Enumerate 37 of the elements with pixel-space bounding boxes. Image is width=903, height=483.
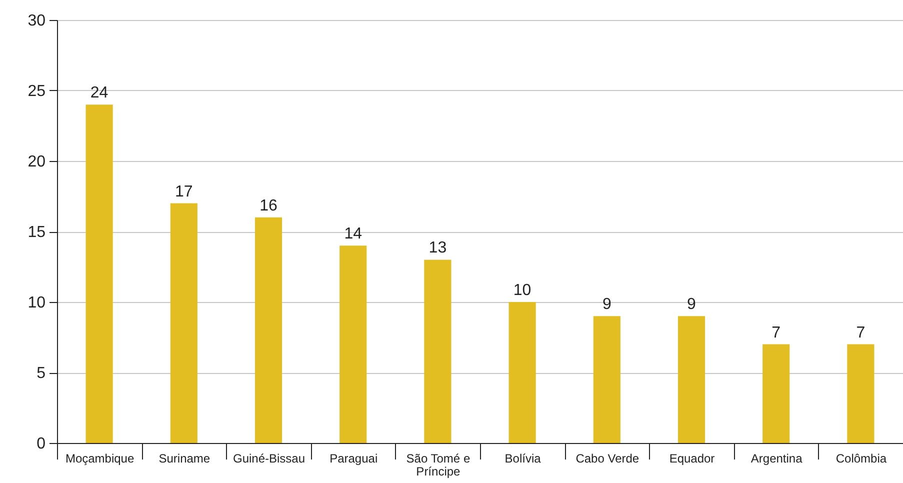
y-tick-label: 20 bbox=[28, 154, 46, 170]
data-label: 17 bbox=[175, 183, 193, 200]
bar bbox=[847, 344, 874, 443]
y-tick-label: 15 bbox=[28, 224, 46, 241]
x-tick-label: Cabo Verde bbox=[576, 452, 640, 466]
data-label: 9 bbox=[602, 296, 612, 314]
data-label: 16 bbox=[260, 197, 278, 214]
y-tick-label: 25 bbox=[28, 83, 46, 100]
bar bbox=[86, 104, 113, 443]
y-tick-label: 0 bbox=[36, 436, 46, 452]
bar bbox=[593, 316, 620, 443]
data-label: 24 bbox=[90, 84, 108, 102]
x-tick-label: São Tomé e Príncipe bbox=[406, 452, 470, 478]
data-label: 13 bbox=[428, 240, 447, 257]
bar bbox=[340, 246, 367, 443]
x-tick-label: Suriname bbox=[158, 452, 210, 466]
data-label: 10 bbox=[513, 282, 532, 299]
data-label: 9 bbox=[687, 296, 696, 314]
bar bbox=[254, 217, 282, 443]
x-tick-label: Moçambique bbox=[65, 452, 134, 466]
bar bbox=[424, 260, 452, 443]
bar bbox=[170, 203, 198, 443]
data-label: 7 bbox=[772, 324, 781, 342]
bar bbox=[762, 344, 790, 443]
y-tick-label: 10 bbox=[28, 294, 46, 312]
y-tick-label: 30 bbox=[28, 12, 46, 30]
data-label: 14 bbox=[344, 226, 362, 243]
bar bbox=[508, 302, 536, 443]
x-tick-label: Paraguai bbox=[330, 452, 378, 466]
x-tick-label: Colômbia bbox=[836, 452, 887, 466]
data-label: 7 bbox=[856, 324, 866, 342]
bar bbox=[678, 316, 706, 443]
y-tick-label: 5 bbox=[36, 365, 46, 382]
x-tick-label: Guiné-Bissau bbox=[232, 452, 306, 466]
x-tick-label: Argentina bbox=[750, 452, 803, 466]
x-tick-label: Bolívia bbox=[504, 452, 542, 466]
x-tick-label: Equador bbox=[669, 452, 715, 466]
